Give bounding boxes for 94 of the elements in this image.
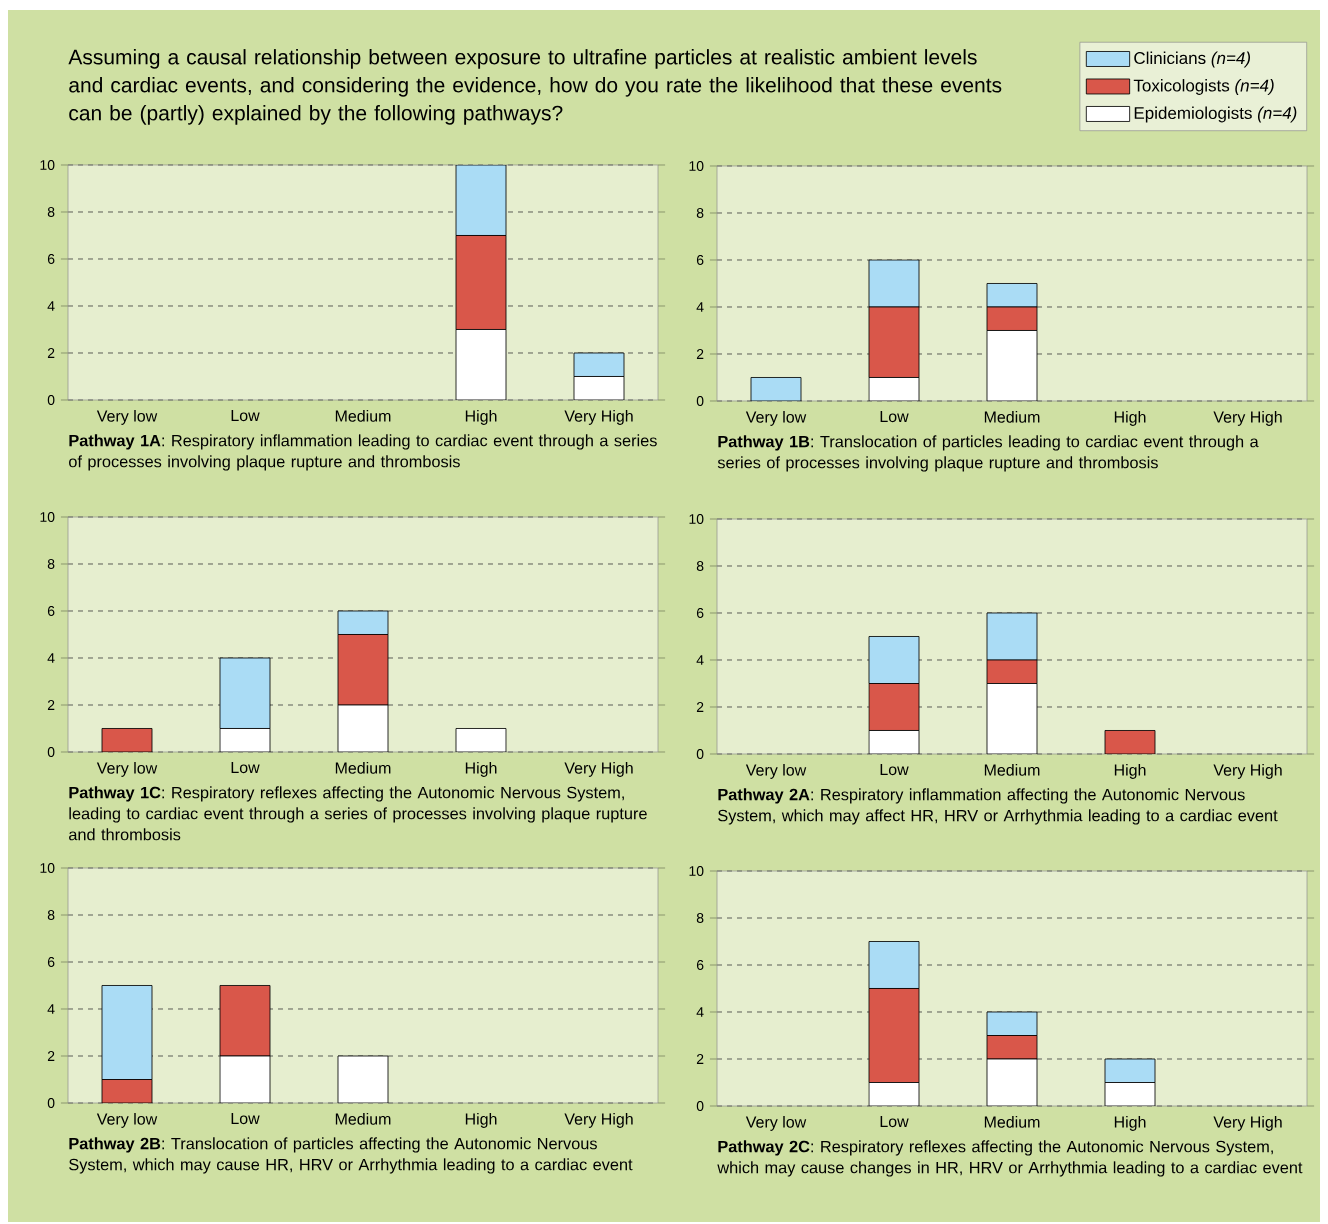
- y-tick-label: 4: [696, 302, 704, 312]
- bar: [1104, 1082, 1156, 1106]
- x-tick-label: High: [1114, 411, 1146, 426]
- y-tick-label: 4: [47, 653, 55, 663]
- y-tick-label: 2: [47, 1051, 55, 1061]
- x-tick-label: Very High: [564, 1113, 633, 1128]
- x-tick-label: High: [465, 762, 497, 777]
- x-axis-title: Pathway 2B: Translocation of particles affecting the Autonomic Nervous System, which may cause HR, HRV or Arrhythmia leading to a cardiac event: [69, 1137, 633, 1174]
- x-tick-label: Very High: [1213, 764, 1282, 779]
- y-tick-label: 6: [696, 608, 704, 618]
- y-tick-label: 8: [696, 208, 704, 218]
- bar: [868, 1082, 920, 1106]
- y-tick-label: 10: [40, 863, 55, 873]
- x-tick-label: Very High: [1213, 411, 1282, 426]
- x-axis-title: Pathway 1A: Respiratory inflammation leading to cardiac event through a series of processes involving plaque rupture and thrombosis: [69, 434, 657, 471]
- x-tick-label: Very low: [745, 411, 807, 426]
- x-tick-label: Low: [231, 410, 260, 422]
- x-axis-title: Pathway 1B: Translocation of particles leading to cardiac event through a series of processes involving plaque rupture and thrombosis: [717, 435, 1259, 472]
- y-tick-label: 8: [47, 207, 55, 217]
- bar: [101, 1079, 153, 1103]
- x-tick-label: High: [1114, 764, 1146, 779]
- bar: [986, 1058, 1038, 1106]
- x-axis-title: Pathway 1C: Respiratory reflexes affecting the Autonomic Nervous System, leading to cardiac event through a series of processes involving plaque rupture and thrombosis: [69, 786, 647, 841]
- y-tick-label: 0: [47, 747, 55, 757]
- y-tick-label: 6: [47, 254, 55, 264]
- legend-label: Toxicologists (n=4): [1133, 79, 1274, 95]
- bar: [337, 634, 389, 706]
- x-tick-label: Medium: [335, 1113, 391, 1125]
- y-tick-label: 6: [47, 606, 55, 616]
- y-tick-label: 10: [689, 866, 704, 876]
- y-tick-label: 8: [696, 561, 704, 571]
- y-tick-label: 2: [696, 1054, 704, 1064]
- x-tick-label: High: [465, 410, 497, 425]
- bar: [101, 728, 153, 752]
- y-tick-label: 6: [696, 960, 704, 970]
- chart-title: Assuming a causal relationship between exposure to ultrafine particles at realistic ambient levels and cardiac events, and considering the evidence, how do you rate the likelihood that these events can be (partly) explained by the following pathways?: [68, 49, 1002, 125]
- y-tick-label: 0: [47, 1098, 55, 1108]
- y-tick-label: 4: [47, 1004, 55, 1014]
- bar: [337, 1055, 389, 1103]
- y-tick-label: 10: [689, 161, 704, 171]
- bar: [219, 1055, 271, 1103]
- y-tick-label: 0: [696, 396, 704, 406]
- x-tick-label: Very low: [96, 1113, 158, 1128]
- y-tick-label: 2: [47, 700, 55, 710]
- y-tick-label: 10: [40, 160, 55, 170]
- x-tick-label: High: [465, 1113, 497, 1128]
- x-axis-title: Pathway 2C: Respiratory reflexes affecting the Autonomic Nervous System, which may cause changes in HR, HRV or Arrhythmia leading to a cardiac event: [717, 1140, 1303, 1177]
- bar: [750, 377, 802, 401]
- x-tick-label: Very High: [564, 762, 633, 777]
- y-tick-label: 8: [696, 913, 704, 923]
- y-tick-label: 10: [689, 514, 704, 524]
- x-tick-label: Low: [880, 764, 909, 776]
- bar: [868, 259, 920, 308]
- x-tick-label: Very low: [745, 764, 807, 779]
- x-tick-label: Low: [880, 1116, 909, 1128]
- x-tick-label: Medium: [984, 1116, 1040, 1128]
- x-tick-label: Very low: [745, 1116, 807, 1131]
- x-tick-label: Very High: [1213, 1116, 1282, 1131]
- y-tick-label: 8: [47, 559, 55, 569]
- x-axis-title: Pathway 2A: Respiratory inflammation affecting the Autonomic Nervous System, which may affect HR, HRV or Arrhythmia leading to a cardiac event: [718, 788, 1278, 825]
- y-tick-label: 4: [696, 1007, 704, 1017]
- x-tick-label: Medium: [335, 410, 391, 422]
- bar: [986, 683, 1038, 754]
- x-tick-label: Low: [880, 411, 909, 423]
- bar: [219, 985, 271, 1057]
- y-tick-label: 10: [40, 512, 55, 522]
- y-tick-label: 6: [47, 957, 55, 967]
- y-tick-label: 4: [47, 301, 55, 311]
- bar: [455, 728, 507, 752]
- y-tick-label: 2: [696, 349, 704, 359]
- y-tick-label: 0: [696, 749, 704, 759]
- y-tick-label: 8: [47, 910, 55, 920]
- x-tick-label: Very High: [564, 410, 633, 425]
- bar: [868, 377, 920, 401]
- y-tick-label: 0: [47, 395, 55, 405]
- y-tick-label: 2: [696, 702, 704, 712]
- legend-label: Epidemiologists (n=4): [1134, 106, 1297, 123]
- x-tick-label: Medium: [984, 411, 1040, 423]
- x-tick-label: Low: [231, 762, 260, 774]
- bar: [1104, 730, 1156, 754]
- bar: [986, 283, 1038, 308]
- bar: [868, 730, 920, 754]
- x-tick-label: Medium: [335, 762, 391, 774]
- y-tick-label: 0: [696, 1101, 704, 1111]
- y-tick-label: 6: [696, 255, 704, 265]
- bar: [986, 330, 1038, 401]
- x-tick-label: Very low: [96, 762, 158, 777]
- x-tick-label: Medium: [984, 764, 1040, 776]
- x-tick-label: Very low: [96, 410, 158, 425]
- y-tick-label: 4: [696, 655, 704, 665]
- legend-label: Clinicians (n=4): [1134, 51, 1251, 68]
- y-tick-label: 2: [47, 348, 55, 358]
- x-tick-label: Low: [231, 1113, 260, 1125]
- x-tick-label: High: [1114, 1116, 1146, 1131]
